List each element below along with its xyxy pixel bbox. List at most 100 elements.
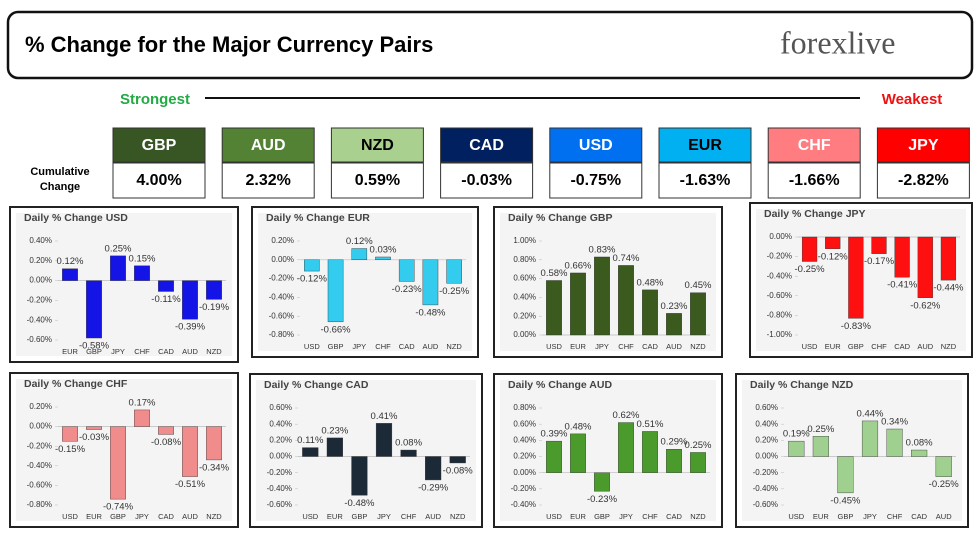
bar: [546, 440, 562, 473]
y-tick-label: 0.00%: [755, 452, 778, 461]
x-tick-label: CAD: [158, 347, 174, 356]
tile-change: 2.32%: [246, 172, 291, 189]
x-tick-label: GBP: [838, 512, 854, 521]
y-tick-label: -0.20%: [27, 441, 52, 450]
value-label: 0.51%: [637, 419, 664, 430]
x-tick-label: AUD: [182, 347, 198, 356]
value-label: 0.62%: [613, 410, 640, 421]
value-label: 0.48%: [637, 277, 664, 288]
tile-header: [112, 127, 206, 163]
y-tick-label: 0.00%: [769, 232, 792, 241]
bar: [546, 280, 562, 336]
y-tick-label: -0.40%: [511, 500, 536, 509]
tile-value-box: [658, 162, 752, 199]
y-tick-label: 0.20%: [269, 435, 292, 444]
bar: [182, 426, 198, 477]
y-tick-label: 0.60%: [513, 419, 536, 428]
y-tick-label: 0.00%: [29, 422, 52, 431]
value-label: -0.25%: [439, 286, 470, 297]
y-tick-label: 0.80%: [513, 255, 536, 264]
y-tick-label: 0.20%: [513, 452, 536, 461]
x-tick-label: CHF: [375, 342, 391, 351]
bar: [886, 428, 903, 457]
value-label: 0.44%: [857, 408, 884, 419]
tile-change: -0.03%: [461, 172, 512, 189]
tile-header: [330, 127, 424, 163]
bar: [801, 236, 818, 262]
x-tick-label: GBP: [848, 342, 864, 351]
value-label: -0.62%: [910, 300, 941, 311]
y-tick-label: -0.60%: [27, 481, 52, 490]
value-label: -0.12%: [818, 251, 849, 262]
bar: [422, 259, 439, 306]
bar: [690, 292, 706, 336]
y-tick-label: 0.20%: [29, 256, 52, 265]
y-tick-label: -0.20%: [511, 484, 536, 493]
y-tick-label: 0.00%: [269, 452, 292, 461]
x-tick-label: EUR: [62, 347, 78, 356]
value-label: -0.12%: [297, 274, 328, 285]
value-label: -0.39%: [175, 322, 206, 333]
y-tick-label: -0.40%: [753, 484, 778, 493]
x-tick-label: USD: [302, 512, 318, 521]
tile-change: -1.66%: [789, 172, 840, 189]
value-label: 0.15%: [129, 253, 156, 264]
y-tick-label: 0.20%: [29, 402, 52, 411]
panel-title: Daily % Change JPY: [764, 208, 866, 220]
bar: [398, 259, 415, 282]
value-label: 0.29%: [661, 437, 688, 448]
y-tick-label: -0.40%: [269, 293, 294, 302]
y-tick-label: 0.60%: [269, 403, 292, 412]
bar: [666, 449, 682, 473]
y-tick-label: -0.60%: [767, 291, 792, 300]
x-tick-label: CHF: [642, 512, 658, 521]
tile-currency: AUD: [251, 137, 286, 154]
bar: [400, 449, 417, 457]
bar: [570, 272, 586, 336]
x-tick-label: CAD: [158, 512, 174, 521]
x-tick-label: CHF: [401, 512, 417, 521]
bar: [788, 440, 805, 457]
value-label: 0.12%: [346, 236, 373, 247]
value-label: -0.66%: [321, 324, 352, 335]
bar: [326, 437, 343, 457]
y-tick-label: -0.20%: [267, 468, 292, 477]
value-label: 0.23%: [661, 301, 688, 312]
x-tick-label: CHF: [871, 342, 887, 351]
x-tick-label: CAD: [911, 512, 927, 521]
bar: [134, 409, 150, 427]
value-label: -0.51%: [175, 479, 206, 490]
bar: [594, 256, 610, 336]
x-tick-label: NZD: [446, 342, 462, 351]
y-tick-label: 0.40%: [513, 435, 536, 444]
x-tick-label: AUD: [666, 342, 682, 351]
value-label: 0.25%: [685, 440, 712, 451]
y-tick-label: 0.40%: [755, 419, 778, 428]
tile-header: [221, 127, 315, 163]
bar: [935, 456, 952, 477]
logo: forexlive: [780, 24, 896, 60]
value-label: -0.23%: [587, 494, 618, 505]
tile-currency: USD: [579, 137, 613, 154]
panel-title: Daily % Change AUD: [508, 379, 612, 391]
tile-value-box: [330, 162, 424, 199]
x-tick-label: GBP: [328, 342, 344, 351]
value-label: -0.48%: [344, 498, 375, 509]
y-tick-label: 0.60%: [513, 274, 536, 283]
x-tick-label: GBP: [110, 512, 126, 521]
y-tick-label: 0.00%: [29, 276, 52, 285]
x-tick-label: EUR: [570, 512, 586, 521]
x-tick-label: NZD: [450, 512, 466, 521]
value-label: -0.23%: [392, 284, 423, 295]
value-label: -0.15%: [55, 444, 86, 455]
value-label: 0.12%: [57, 256, 84, 267]
panel-title: Daily % Change GBP: [508, 212, 612, 224]
bar: [375, 423, 393, 457]
tile-header: [440, 127, 534, 163]
tile-header: [549, 127, 643, 163]
value-label: -0.58%: [79, 341, 110, 352]
x-tick-label: EUR: [813, 512, 829, 521]
bar: [158, 280, 174, 292]
bar: [304, 259, 320, 272]
